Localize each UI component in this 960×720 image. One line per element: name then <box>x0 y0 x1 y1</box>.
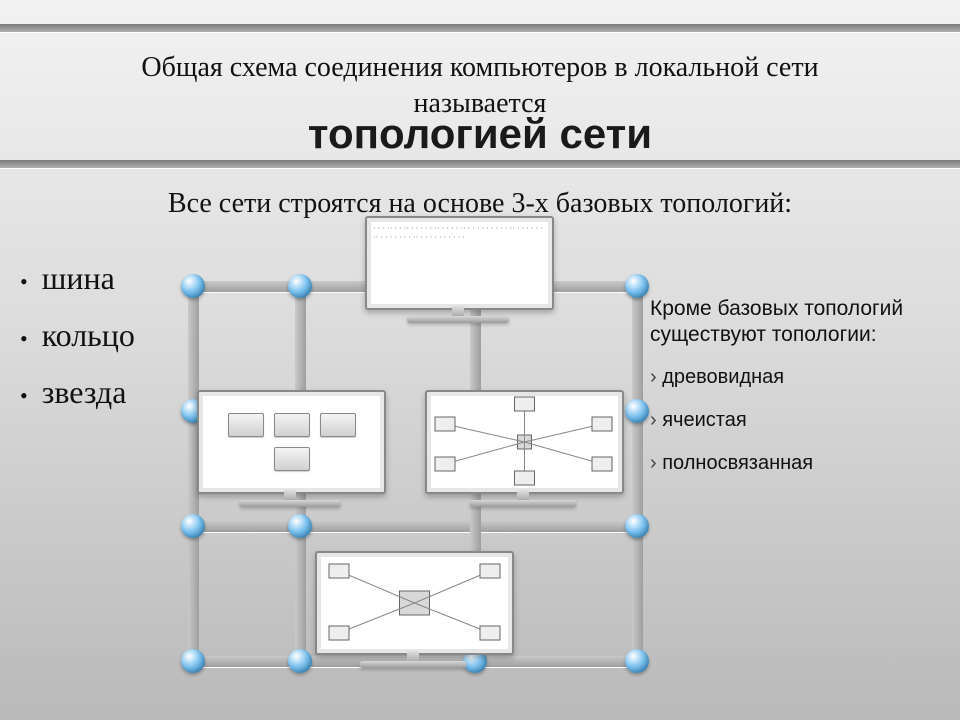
grid-node <box>181 274 205 298</box>
screen-pattern-star <box>427 392 622 492</box>
list-item: звезда <box>20 374 135 411</box>
topology-extra-block: Кроме базовых топологий существуют топол… <box>650 296 930 494</box>
list-item: полносвязанная <box>650 451 930 476</box>
device-icon <box>228 413 264 437</box>
monitor-stand-neck <box>284 490 296 500</box>
title-line1: Общая схема соединения компьютеров в лок… <box>0 52 960 84</box>
list-item: древовидная <box>650 365 930 390</box>
grid-node <box>181 649 205 673</box>
monitor-stand-base <box>407 316 509 323</box>
grid-line <box>632 281 643 666</box>
extra-intro: Кроме базовых топологий существуют топол… <box>650 296 930 349</box>
monitor-m-bottom <box>315 551 510 655</box>
list-item: кольцо <box>20 317 135 354</box>
topology-list-extra: древовидная ячеистая полносвязанная <box>650 365 930 476</box>
slide-stage: Общая схема соединения компьютеров в лок… <box>0 0 960 720</box>
monitor-m-top: · · · ·· · · ·· · · · · · ·· · · · · ·· … <box>365 216 550 310</box>
grid-node <box>625 274 649 298</box>
list-item: шина <box>20 260 135 297</box>
monitor-stand-neck <box>407 651 419 661</box>
topology-list-basic: шина кольцо звезда <box>20 260 135 431</box>
monitor-stand-neck <box>452 306 464 316</box>
monitor-stand-neck <box>517 490 529 500</box>
device-icon <box>274 447 310 471</box>
device-icon <box>274 413 310 437</box>
monitor-stand-base <box>239 500 341 507</box>
monitor-screen <box>315 551 514 655</box>
decor-bar-top <box>0 24 960 32</box>
monitor-m-left <box>197 390 382 494</box>
grid-node <box>625 514 649 538</box>
grid-node <box>625 399 649 423</box>
monitor-m-right <box>425 390 620 494</box>
list-item: ячеистая <box>650 408 930 433</box>
screen-pattern-dots: · · · ·· · · ·· · · · · · ·· · · · · ·· … <box>367 218 552 308</box>
monitor-screen <box>197 390 386 494</box>
grid-node <box>181 514 205 538</box>
monitor-stand-base <box>359 661 466 668</box>
network-diagram: · · · ·· · · ·· · · · · · ·· · · · · ·· … <box>175 216 655 676</box>
grid-node <box>288 274 312 298</box>
grid-node <box>288 649 312 673</box>
title-emphasis: топологией сети <box>0 110 960 158</box>
decor-bar-mid <box>0 160 960 168</box>
grid-node <box>288 514 312 538</box>
screen-pattern-hub <box>317 553 512 653</box>
monitor-screen: · · · ·· · · ·· · · · · · ·· · · · · ·· … <box>365 216 554 310</box>
grid-node <box>625 649 649 673</box>
grid-line <box>188 521 642 532</box>
monitor-stand-base <box>469 500 576 507</box>
device-icon <box>320 413 356 437</box>
screen-pattern-icons <box>199 392 384 492</box>
monitor-screen <box>425 390 624 494</box>
